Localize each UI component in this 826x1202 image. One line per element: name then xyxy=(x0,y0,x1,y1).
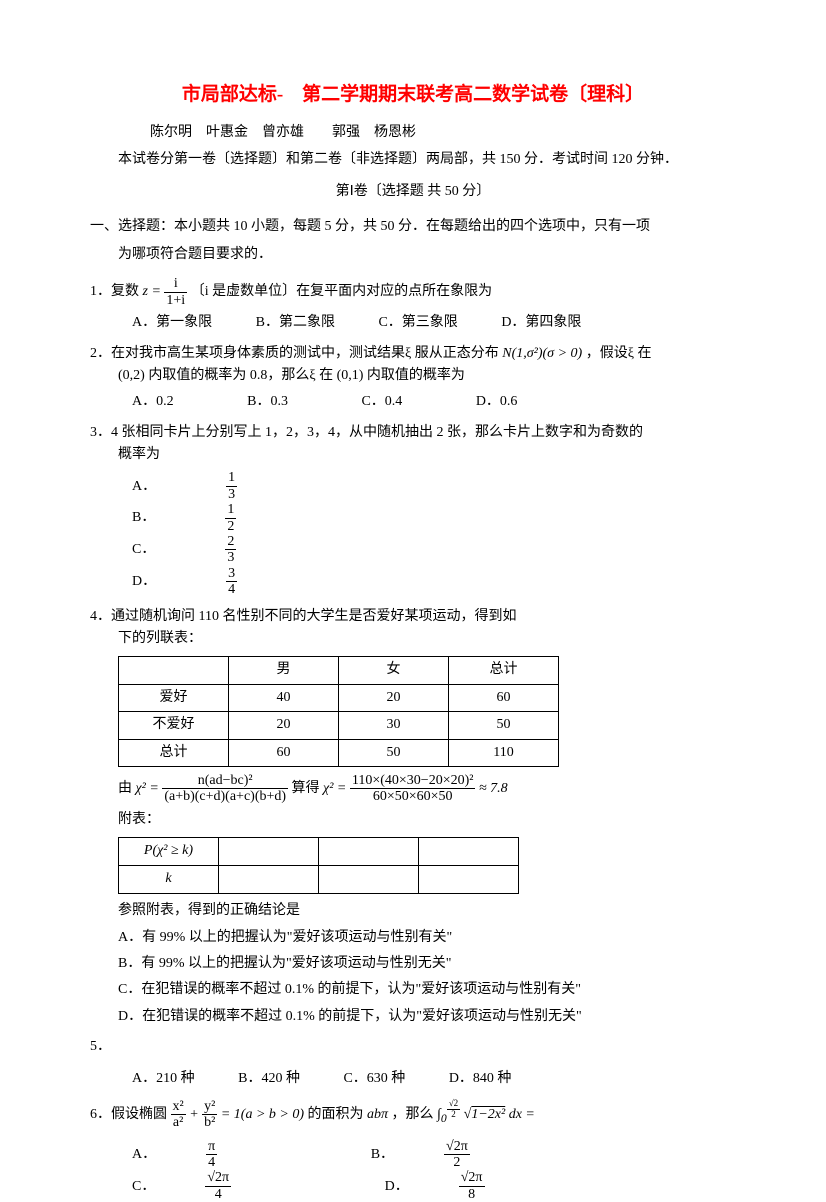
th-total: 总计 xyxy=(449,657,559,684)
q1-opt-b: B．第二象限 xyxy=(256,312,335,334)
q2-opt-c: C．0.4 xyxy=(361,391,402,413)
table-header-row: 男 女 总计 xyxy=(119,657,559,684)
q2-opt-a: A．0.2 xyxy=(132,391,174,413)
q4-line2: 下的列联表： xyxy=(90,628,736,650)
q2-opt-d: D．0.6 xyxy=(476,391,518,413)
q2-line1-b: ，假设ξ 在 xyxy=(586,346,652,361)
q5-opt-b: B．420 种 xyxy=(238,1068,300,1090)
section-1-intro-a: 一、选择题：本小题共 10 小题，每题 5 分，共 50 分．在每题给出的四个选… xyxy=(90,216,736,238)
q1-opt-a: A．第一象限 xyxy=(132,312,212,334)
question-5: 5． A．210 种 B．420 种 C．630 种 D．840 种 xyxy=(90,1036,736,1091)
q1-text-a: 1．复数 xyxy=(90,284,139,299)
q4-table: 男 女 总计 爱好 40 20 60 不爱好 20 30 50 总计 60 50… xyxy=(118,656,559,767)
q6-options: A．π4 B．√2π2 C．√2π4 D．√2π8 xyxy=(90,1139,736,1202)
q4-appendix-table: P(χ² ≥ k) k xyxy=(118,837,519,894)
question-2: 2．在对我市高生某项身体素质的测试中，测试结果ξ 服从正态分布 N(1,σ²)(… xyxy=(90,343,736,414)
q6-opt-c: C．√2π4 xyxy=(132,1170,331,1202)
q2-math: N(1,σ²)(σ > 0) xyxy=(502,346,582,361)
q6-text-a: 6．假设椭圆 xyxy=(90,1107,167,1122)
question-6: 6．假设椭圆 x²a² + y²b² = 1(a > b > 0) 的面积为 a… xyxy=(90,1099,736,1202)
q6-integral: ∫0√22 √1−2x² dx = xyxy=(437,1107,535,1122)
q2-options: A．0.2 B．0.3 C．0.4 D．0.6 xyxy=(90,391,736,413)
question-1: 1．复数 z = i1+i 〔i 是虚数单位〕在复平面内对应的点所在象限为 A．… xyxy=(90,276,736,334)
q5-opt-c: C．630 种 xyxy=(343,1068,405,1090)
question-3: 3．4 张相同卡片上分别写上 1，2，3，4，从中随机抽出 2 张，那么卡片上数… xyxy=(90,422,736,598)
q6-ellipse: x²a² + y²b² = 1(a > b > 0) xyxy=(171,1107,305,1122)
q4-opt-d: D．在犯错误的概率不超过 0.1% 的前提下，认为"爱好该项运动与性别无关" xyxy=(90,1006,736,1028)
q1-text-b: 〔i 是虚数单位〕在复平面内对应的点所在象限为 xyxy=(191,284,492,299)
q5-options: A．210 种 B．420 种 C．630 种 D．840 种 xyxy=(90,1068,736,1090)
table-row: 爱好 40 20 60 xyxy=(119,684,559,711)
table-row: 不爱好 20 30 50 xyxy=(119,712,559,739)
table-row: k xyxy=(119,866,519,894)
q4-opt-c: C．在犯错误的概率不超过 0.1% 的前提下，认为"爱好该项运动与性别有关" xyxy=(90,979,736,1001)
q3-line2: 概率为 xyxy=(90,444,736,466)
section-1-header: 第Ⅰ卷〔选择题 共 50 分〕 xyxy=(90,181,736,203)
th-blank xyxy=(119,657,229,684)
q3-line1: 3．4 张相同卡片上分别写上 1，2，3，4，从中随机抽出 2 张，那么卡片上数… xyxy=(90,422,736,444)
question-4: 4．通过随机询问 110 名性别不同的大学生是否爱好某项运动，得到如 下的列联表… xyxy=(90,606,736,1028)
q2-line1-a: 2．在对我市高生某项身体素质的测试中，测试结果ξ 服从正态分布 xyxy=(90,346,499,361)
q5-opt-a: A．210 种 xyxy=(132,1068,195,1090)
table-row: 总计 60 50 110 xyxy=(119,739,559,766)
q6-opt-b: B．√2π2 xyxy=(371,1139,570,1171)
q6-text-b: 的面积为 xyxy=(308,1107,364,1122)
q3-opt-a: A．13 xyxy=(132,470,377,502)
q4-opt-b: B．有 99% 以上的把握认为"爱好该项运动与性别无关" xyxy=(90,953,736,975)
q2-line2: (0,2) 内取值的概率为 0.8，那么ξ 在 (0,1) 内取值的概率为 xyxy=(90,365,736,387)
q6-opt-d: D．√2π8 xyxy=(385,1170,585,1202)
exam-title: 市局部达标- 第二学期期末联考高二数学试卷〔理科〕 xyxy=(90,80,736,110)
q6-text-c: ，那么 xyxy=(392,1107,434,1122)
section-1-intro-b: 为哪项符合题目要求的． xyxy=(90,244,736,266)
q5-opt-d: D．840 种 xyxy=(449,1068,512,1090)
th-male: 男 xyxy=(229,657,339,684)
q4-line1: 4．通过随机询问 110 名性别不同的大学生是否爱好某项运动，得到如 xyxy=(90,606,736,628)
q3-options: A．13 B．12 C．23 D．34 xyxy=(90,470,736,597)
q3-opt-d: D．34 xyxy=(132,566,377,598)
th-female: 女 xyxy=(339,657,449,684)
q6-opt-a: A．π4 xyxy=(132,1139,317,1171)
q1-options: A．第一象限 B．第二象限 C．第三象限 D．第四象限 xyxy=(90,312,736,334)
q1-opt-c: C．第三象限 xyxy=(378,312,457,334)
q1-formula: z = i1+i xyxy=(143,284,188,299)
q6-area: abπ xyxy=(367,1107,388,1122)
q1-opt-d: D．第四象限 xyxy=(501,312,581,334)
q4-ref: 参照附表，得到的正确结论是 xyxy=(90,900,736,922)
q3-opt-c: C．23 xyxy=(132,534,376,566)
q4-appendix-label: 附表： xyxy=(90,809,736,831)
authors: 陈尔明 叶惠金 曾亦雄 郭强 杨恩彬 xyxy=(90,122,736,144)
q2-opt-b: B．0.3 xyxy=(247,391,288,413)
table-row: P(χ² ≥ k) xyxy=(119,838,519,866)
q5-num: 5． xyxy=(90,1036,736,1058)
q4-chi-formula: 由 χ² = n(ad−bc)²(a+b)(c+d)(a+c)(b+d) 算得 … xyxy=(90,773,736,805)
q4-opt-a: A．有 99% 以上的把握认为"爱好该项运动与性别有关" xyxy=(90,927,736,949)
q3-opt-b: B．12 xyxy=(132,502,376,534)
intro-text: 本试卷分第一卷〔选择题〕和第二卷〔非选择题〕两局部，共 150 分．考试时间 1… xyxy=(90,149,736,171)
